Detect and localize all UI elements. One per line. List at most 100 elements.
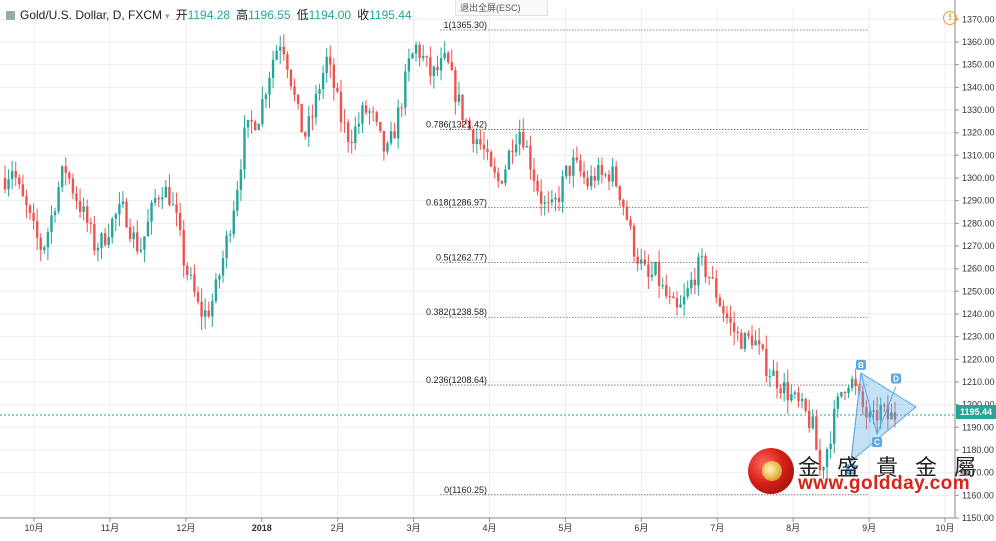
candle-body xyxy=(78,200,82,212)
candle-body xyxy=(475,139,479,144)
candle-body xyxy=(464,119,468,121)
candle-body xyxy=(64,166,67,173)
candle-body xyxy=(604,174,607,176)
y-tick-label: 1260.00 xyxy=(962,264,995,274)
candle-body xyxy=(25,196,28,206)
candle-body xyxy=(139,249,143,252)
candle-body xyxy=(128,227,132,240)
candle-body xyxy=(396,107,400,139)
candle-body xyxy=(32,212,35,222)
candle-body xyxy=(318,89,321,94)
candle-body xyxy=(797,392,800,402)
y-tick-label: 1210.00 xyxy=(962,377,995,387)
exit-fullscreen-button[interactable]: 退出全屏(ESC) xyxy=(455,0,548,16)
x-tick-label: 6月 xyxy=(634,523,648,533)
candle-body xyxy=(525,145,529,148)
candle-body xyxy=(804,398,807,411)
candle-body xyxy=(189,274,193,276)
candle-body xyxy=(568,165,571,176)
candle-body xyxy=(28,205,32,213)
fib-level-label: 0.5(1262.77) xyxy=(436,252,487,262)
candle-body xyxy=(225,235,228,259)
pattern-point-marker[interactable] xyxy=(856,359,866,370)
warning-icon[interactable]: ! xyxy=(943,11,957,25)
candle-body xyxy=(429,57,432,77)
symbol-label[interactable]: Gold/U.S. Dollar, D, FXCM xyxy=(20,8,163,22)
candle-body xyxy=(454,70,457,102)
x-tick-label: 11月 xyxy=(101,523,119,533)
candle-body xyxy=(393,131,396,139)
candle-body xyxy=(89,222,92,225)
y-tick-label: 1230.00 xyxy=(962,332,995,342)
candle-body xyxy=(615,166,618,187)
candle-body xyxy=(611,166,614,182)
candle-body xyxy=(3,178,7,190)
candle-body xyxy=(757,340,761,345)
candle-body xyxy=(750,335,754,346)
x-tick-label: 2月 xyxy=(331,523,345,533)
candle-body xyxy=(507,150,511,170)
candle-body xyxy=(228,234,232,236)
chevron-down-icon[interactable]: ▾ xyxy=(165,11,170,21)
candle-body xyxy=(375,112,378,122)
candle-body xyxy=(250,120,253,122)
candle-body xyxy=(847,388,850,394)
candle-body xyxy=(890,412,893,420)
candle-body xyxy=(21,184,25,197)
candle-body xyxy=(557,197,561,203)
y-tick-label: 1340.00 xyxy=(962,82,995,92)
candle-body xyxy=(564,165,568,177)
candle-body xyxy=(893,412,897,420)
candle-body xyxy=(286,54,289,70)
candle-body xyxy=(579,160,582,172)
pattern-point-marker[interactable] xyxy=(891,373,901,384)
candle-body xyxy=(439,58,443,71)
goldday-logo: 金 盛 貴 金 屬 www.goldday.com xyxy=(748,448,976,496)
candle-body xyxy=(786,382,789,401)
candle-body xyxy=(371,111,375,113)
candle-body xyxy=(386,143,389,152)
pattern-point-label: B xyxy=(858,361,864,370)
x-tick-label: 4月 xyxy=(482,523,496,533)
candle-body xyxy=(711,277,714,279)
candle-body xyxy=(504,169,507,184)
candle-body xyxy=(261,99,264,125)
candle-body xyxy=(236,189,239,211)
candle-body xyxy=(321,72,325,90)
candle-body xyxy=(772,370,775,376)
y-tick-label: 1220.00 xyxy=(962,354,995,364)
candle-body xyxy=(775,370,779,389)
candle-body xyxy=(214,279,218,302)
pattern-point-marker[interactable] xyxy=(846,464,856,475)
candle-body xyxy=(268,77,271,95)
candle-body xyxy=(489,152,493,167)
candle-body xyxy=(182,230,185,266)
candle-body xyxy=(82,206,85,212)
candle-body xyxy=(815,416,818,450)
candle-body xyxy=(682,296,686,305)
candle-body xyxy=(425,56,428,58)
fib-level-label: 1(1365.30) xyxy=(443,20,487,30)
candle-body xyxy=(407,58,411,72)
candle-body xyxy=(840,391,843,397)
y-tick-label: 1310.00 xyxy=(962,150,995,160)
candle-body xyxy=(732,322,736,332)
candle-body xyxy=(203,310,207,317)
close-label: 收 xyxy=(357,8,370,22)
candle-body xyxy=(14,171,17,178)
pattern-point-marker[interactable] xyxy=(872,437,882,448)
candle-body xyxy=(100,233,103,248)
open-value: 1194.28 xyxy=(187,8,231,22)
last-price-tag: 1195.44 xyxy=(956,405,996,419)
y-tick-label: 1150.00 xyxy=(962,513,994,523)
y-tick-label: 1170.00 xyxy=(962,468,994,478)
candle-body xyxy=(607,174,611,182)
candle-body xyxy=(761,344,764,349)
candle-body xyxy=(68,172,71,179)
candle-body xyxy=(811,416,814,429)
candle-body xyxy=(690,279,693,289)
logo-url-text: www.goldday.com xyxy=(798,473,971,494)
candle-body xyxy=(300,103,303,133)
candle-body xyxy=(71,178,75,194)
